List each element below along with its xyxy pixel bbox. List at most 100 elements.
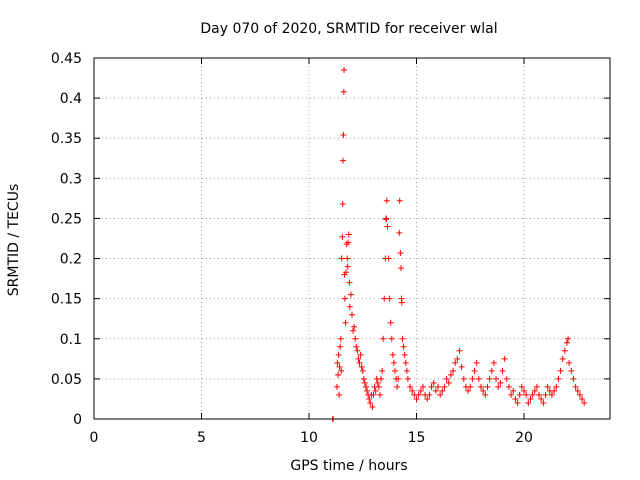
data-point: [339, 201, 346, 208]
data-point: [531, 387, 538, 394]
data-point: [337, 343, 344, 350]
data-point: [383, 215, 390, 222]
data-point: [386, 295, 393, 302]
data-point: [346, 303, 353, 310]
data-point: [501, 355, 508, 362]
data-point: [456, 347, 463, 354]
data-point: [510, 387, 517, 394]
data-point: [480, 387, 487, 394]
data-point: [518, 383, 525, 390]
data-point: [361, 379, 368, 386]
data-point: [482, 391, 489, 398]
data-point: [398, 265, 405, 272]
data-point: [514, 399, 521, 406]
y-tick-label: 0.05: [51, 372, 82, 388]
data-point: [338, 367, 345, 374]
data-point: [367, 399, 374, 406]
data-point: [458, 363, 465, 370]
data-point: [396, 229, 403, 236]
data-point: [409, 387, 416, 394]
data-point: [495, 383, 502, 390]
chart-title: Day 070 of 2020, SRMTID for receiver wla…: [200, 21, 497, 37]
data-point: [465, 387, 472, 394]
data-point: [493, 375, 500, 382]
data-point: [572, 383, 579, 390]
data-point: [383, 197, 390, 204]
data-point: [432, 387, 439, 394]
data-point: [353, 343, 360, 350]
data-point: [439, 387, 446, 394]
data-point: [354, 347, 361, 354]
data-point: [378, 375, 385, 382]
data-point: [413, 395, 420, 402]
data-point: [384, 223, 391, 230]
data-point: [339, 157, 346, 164]
data-point: [512, 395, 519, 402]
data-point: [344, 263, 351, 270]
data-point: [340, 88, 347, 95]
data-point: [533, 383, 540, 390]
data-point: [398, 299, 405, 306]
data-point: [565, 335, 572, 342]
data-point: [362, 383, 369, 390]
x-tick-label: 0: [90, 430, 99, 446]
data-point: [508, 391, 515, 398]
data-point: [443, 375, 450, 382]
data-points: [329, 67, 588, 422]
y-tick-label: 0.3: [60, 171, 82, 187]
data-point: [503, 375, 510, 382]
x-tick-label: 5: [197, 430, 206, 446]
data-point: [346, 279, 353, 286]
data-point: [544, 383, 551, 390]
x-tick-label: 20: [515, 430, 533, 446]
data-point: [392, 367, 398, 374]
data-point: [401, 351, 408, 358]
data-point: [338, 255, 345, 262]
data-point: [397, 249, 404, 256]
data-point: [376, 391, 383, 398]
x-axis-label: GPS time / hours: [290, 458, 407, 474]
data-point: [379, 367, 386, 374]
data-point: [364, 387, 371, 394]
data-point: [437, 391, 444, 398]
data-point: [441, 383, 448, 390]
grid-lines: [94, 58, 610, 419]
data-point: [529, 391, 536, 398]
data-point: [435, 383, 441, 390]
y-axis-label: SRMTID / TECUs: [6, 184, 22, 297]
data-point: [576, 391, 583, 398]
data-point: [350, 327, 357, 334]
data-point: [497, 379, 504, 386]
data-point: [380, 335, 387, 342]
y-tick-label: 0.35: [51, 131, 82, 147]
data-point: [538, 395, 545, 402]
data-point: [475, 375, 482, 382]
data-point: [352, 335, 359, 342]
data-point: [395, 375, 402, 382]
data-point: [428, 383, 435, 390]
data-point: [548, 391, 555, 398]
data-point: [445, 379, 452, 386]
data-point: [542, 391, 549, 398]
data-point: [460, 375, 467, 382]
data-point: [540, 399, 547, 406]
data-point: [430, 379, 437, 386]
axis-ticks: [93, 57, 610, 420]
data-point: [374, 379, 381, 386]
data-point: [488, 367, 495, 374]
data-point: [342, 319, 349, 326]
data-point: [387, 319, 394, 326]
y-tick-label: 0.45: [51, 51, 82, 67]
data-point: [389, 351, 396, 358]
data-point: [486, 375, 493, 382]
data-point: [333, 383, 340, 390]
data-point: [337, 335, 344, 342]
data-point: [564, 339, 570, 346]
data-point: [521, 387, 527, 394]
data-point: [555, 375, 562, 382]
data-point: [390, 359, 397, 366]
data-point: [402, 359, 409, 366]
data-point: [478, 383, 484, 390]
data-point: [450, 367, 457, 374]
data-point: [358, 363, 365, 370]
